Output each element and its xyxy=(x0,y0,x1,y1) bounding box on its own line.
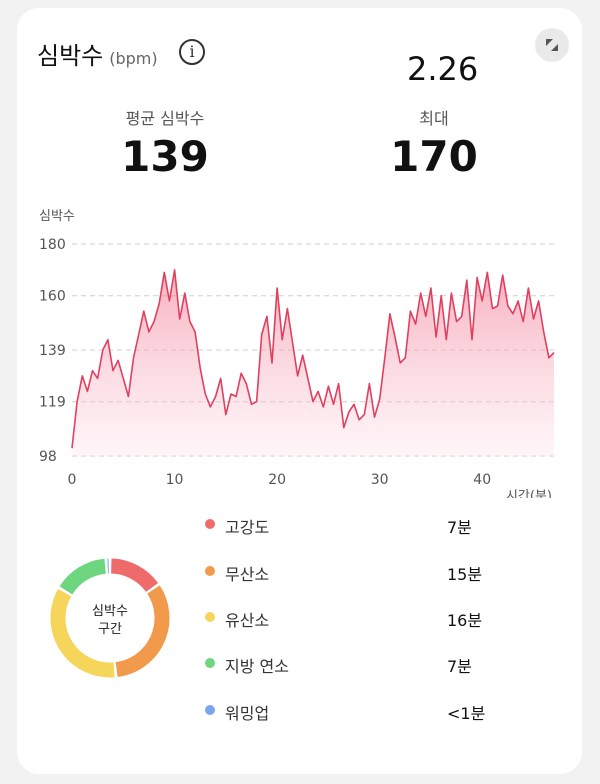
y-tick-label: 98 xyxy=(39,449,57,465)
y-tick-label: 180 xyxy=(39,237,66,253)
zone-duration: 7분 xyxy=(447,518,472,537)
y-tick-label: 139 xyxy=(39,343,66,359)
zone-name: 지방 연소 xyxy=(225,657,289,676)
zone-legend-item: 고강도 7분 xyxy=(205,514,505,537)
zone-legend-item: 지방 연소 7분 xyxy=(205,653,505,676)
info-icon[interactable]: i xyxy=(179,39,205,65)
zone-name: 고강도 xyxy=(225,518,270,537)
x-tick-label: 30 xyxy=(371,472,389,488)
max-label: 최대 xyxy=(419,109,449,128)
zone-donut: 심박수 구간 xyxy=(50,558,170,678)
zone-name: 무산소 xyxy=(225,565,270,584)
heart-rate-line xyxy=(71,269,555,449)
expand-arrows-icon xyxy=(546,39,558,51)
donut-segment xyxy=(115,585,170,678)
zone-color-dot xyxy=(205,519,215,529)
donut-segment xyxy=(110,558,159,593)
x-tick-label: 20 xyxy=(268,472,286,488)
max-value: 170 xyxy=(390,132,478,181)
zone-duration: 7분 xyxy=(447,657,472,676)
x-tick-label: 10 xyxy=(166,472,184,488)
y-tick-label: 119 xyxy=(39,395,66,411)
card-title: 심박수 (bpm) xyxy=(37,36,158,71)
x-axis-label: 시간(분) xyxy=(506,489,552,498)
zone-legend-item: 워밍업 <1분 xyxy=(205,700,505,723)
zone-color-dot xyxy=(205,658,215,668)
donut-segment xyxy=(50,588,115,678)
title-text: 심박수 xyxy=(37,42,104,70)
average-label: 평균 심박수 xyxy=(125,109,205,128)
zone-duration: <1분 xyxy=(447,704,486,723)
zone-legend-item: 무산소 15분 xyxy=(205,561,505,584)
zone-duration: 16분 xyxy=(447,611,483,630)
zone-color-dot xyxy=(205,705,215,715)
x-tick-label: 40 xyxy=(473,472,491,488)
y-axis-label: 심박수 xyxy=(39,209,75,224)
title-unit: (bpm) xyxy=(109,49,158,68)
zone-color-dot xyxy=(205,566,215,576)
date-label: 2.26 xyxy=(407,50,479,88)
zone-name: 워밍업 xyxy=(225,704,270,723)
heart-rate-card: 심박수 (bpm) i 2.26 평균 심박수 139 최대 170 심박수 시간… xyxy=(17,8,582,774)
donut-center-line2: 구간 xyxy=(98,622,122,637)
average-value: 139 xyxy=(121,132,209,181)
zone-name: 유산소 xyxy=(225,611,270,630)
donut-segment xyxy=(59,558,107,595)
donut-center-line1: 심박수 xyxy=(92,604,128,619)
y-tick-label: 160 xyxy=(39,289,66,305)
x-tick-label: 0 xyxy=(68,472,77,488)
heart-rate-chart: 심박수 시간(분) 180 160 139 119 98 0 10 20 30 40 xyxy=(39,209,555,498)
expand-icon[interactable] xyxy=(535,28,569,62)
zone-legend-item: 유산소 16분 xyxy=(205,607,505,630)
zone-duration: 15분 xyxy=(447,565,483,584)
zone-color-dot xyxy=(205,612,215,622)
